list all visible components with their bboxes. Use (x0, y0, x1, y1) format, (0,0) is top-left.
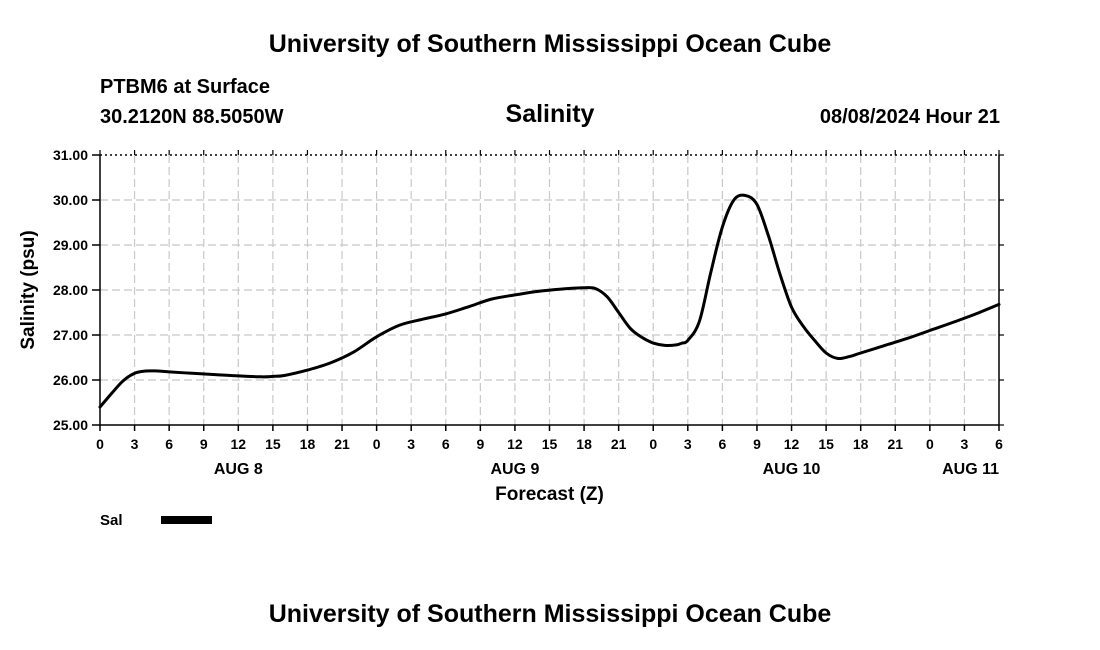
series-line-sal (98, 193, 1001, 409)
x-tick-label: 9 (200, 436, 208, 452)
x-tick-label: 9 (753, 436, 761, 452)
x-tick-label: 12 (507, 436, 523, 452)
y-tick-label: 29.00 (53, 237, 88, 253)
header-title: University of Southern Mississippi Ocean… (268, 30, 832, 58)
x-tick-label: 21 (334, 436, 350, 452)
x-tick-label: 15 (265, 436, 281, 452)
x-tick-label: 12 (784, 436, 800, 452)
y-tick-label: 27.00 (53, 327, 88, 343)
x-tick-label: 9 (476, 436, 484, 452)
x-tick-label: 18 (576, 436, 592, 452)
date-label: AUG 10 (763, 461, 821, 478)
x-tick-label: 0 (649, 436, 657, 452)
footer-title: University of Southern Mississippi Ocean… (268, 600, 832, 628)
x-tick-label: 3 (684, 436, 692, 452)
y-tick-label: 30.00 (53, 192, 88, 208)
x-tick-label: 3 (961, 436, 969, 452)
y-axis-title: Salinity (psu) (18, 230, 39, 349)
x-tick-label: 0 (96, 436, 104, 452)
station-name: PTBM6 at Surface (100, 76, 271, 98)
legend-label: Sal (100, 512, 123, 529)
date-label: AUG 8 (214, 461, 263, 478)
y-tick-label: 28.00 (53, 282, 88, 298)
y-tick-label: 31.00 (53, 147, 88, 163)
station-coordinates: 30.2120N 88.5050W (100, 106, 284, 128)
x-tick-label: 18 (853, 436, 869, 452)
date-label: AUG 11 (942, 461, 999, 478)
legend-swatch (161, 516, 212, 524)
y-tick-label: 25.00 (53, 417, 88, 433)
x-tick-label: 6 (165, 436, 173, 452)
x-tick-label: 0 (373, 436, 381, 452)
date-label: AUG 9 (490, 461, 539, 478)
x-tick-label: 15 (818, 436, 834, 452)
x-tick-label: 18 (300, 436, 316, 452)
y-tick-label: 26.00 (53, 372, 88, 388)
forecast-datetime: 08/08/2024 Hour 21 (819, 106, 1000, 128)
x-tick-label: 3 (407, 436, 415, 452)
x-tick-label: 6 (718, 436, 726, 452)
x-tick-label: 21 (611, 436, 627, 452)
x-tick-label: 6 (995, 436, 1003, 452)
x-tick-label: 3 (131, 436, 139, 452)
chart-title: Salinity (505, 100, 595, 128)
x-tick-label: 21 (887, 436, 903, 452)
x-tick-label: 15 (542, 436, 558, 452)
x-tick-label: 0 (926, 436, 934, 452)
x-tick-label: 6 (442, 436, 450, 452)
x-axis-title: Forecast (Z) (495, 484, 604, 505)
x-tick-label: 12 (231, 436, 247, 452)
